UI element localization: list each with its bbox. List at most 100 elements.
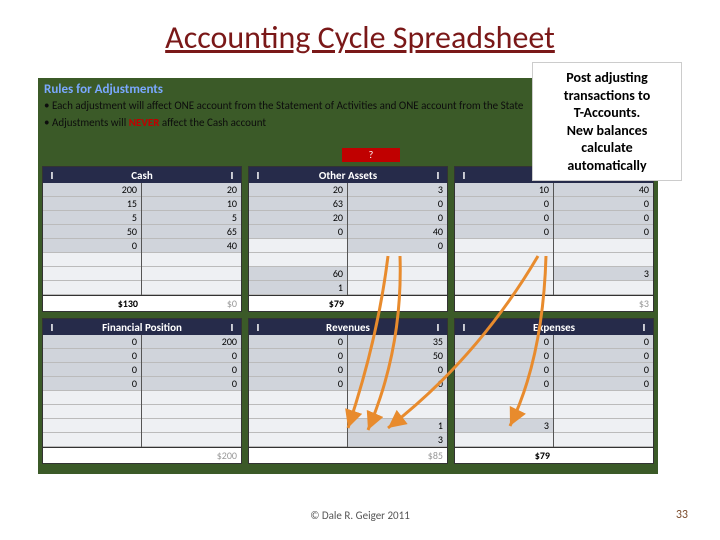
credit-cell[interactable]: 0 bbox=[348, 211, 447, 225]
credit-cell[interactable]: 40 bbox=[142, 239, 241, 253]
debit-cell[interactable] bbox=[455, 281, 553, 295]
credit-cell[interactable] bbox=[142, 281, 241, 295]
credit-cell[interactable]: 65 bbox=[142, 225, 241, 239]
debit-cell[interactable] bbox=[249, 253, 347, 267]
debit-cell[interactable] bbox=[249, 391, 347, 405]
debit-cell[interactable] bbox=[43, 419, 141, 433]
credit-cell[interactable] bbox=[142, 253, 241, 267]
credit-cell[interactable] bbox=[554, 433, 653, 447]
credit-cell[interactable]: 40 bbox=[348, 225, 447, 239]
credit-cell[interactable]: 0 bbox=[554, 197, 653, 211]
debit-cell[interactable]: 0 bbox=[455, 225, 553, 239]
debit-cell[interactable]: 0 bbox=[455, 363, 553, 377]
debit-cell[interactable]: 0 bbox=[455, 349, 553, 363]
header-indicator: I bbox=[639, 321, 649, 334]
debit-cell[interactable] bbox=[43, 281, 141, 295]
credit-cell[interactable]: 0 bbox=[142, 349, 241, 363]
debit-cell[interactable] bbox=[249, 239, 347, 253]
credit-cell[interactable]: 0 bbox=[554, 225, 653, 239]
debit-cell[interactable] bbox=[43, 391, 141, 405]
credit-cell[interactable]: 10 bbox=[142, 197, 241, 211]
credit-cell[interactable]: 0 bbox=[348, 377, 447, 391]
debit-cell[interactable] bbox=[43, 405, 141, 419]
credit-cell[interactable] bbox=[348, 405, 447, 419]
debit-cell[interactable]: 0 bbox=[249, 377, 347, 391]
t-account-header: IOther AssetsI bbox=[249, 167, 447, 183]
credit-cell[interactable] bbox=[554, 391, 653, 405]
debit-cell[interactable]: 5 bbox=[43, 211, 141, 225]
debit-cell[interactable] bbox=[249, 433, 347, 447]
credit-cell[interactable] bbox=[554, 405, 653, 419]
debit-cell[interactable] bbox=[455, 253, 553, 267]
credit-cell[interactable]: 3 bbox=[348, 183, 447, 197]
credit-cell[interactable]: 40 bbox=[554, 183, 653, 197]
debit-cell[interactable]: 60 bbox=[249, 267, 347, 281]
credit-cell[interactable] bbox=[348, 391, 447, 405]
credit-cell[interactable] bbox=[554, 253, 653, 267]
credit-cell[interactable] bbox=[554, 281, 653, 295]
credit-cell[interactable]: 3 bbox=[554, 267, 653, 281]
debit-cell[interactable] bbox=[43, 253, 141, 267]
credit-cell[interactable] bbox=[142, 267, 241, 281]
debit-cell[interactable] bbox=[455, 433, 553, 447]
credit-cell[interactable] bbox=[142, 433, 241, 447]
credit-cell[interactable]: 50 bbox=[348, 349, 447, 363]
credit-cell[interactable]: 1 bbox=[348, 419, 447, 433]
debit-cell[interactable]: 0 bbox=[249, 363, 347, 377]
credit-cell[interactable] bbox=[142, 419, 241, 433]
debit-cell[interactable]: 0 bbox=[249, 225, 347, 239]
debit-cell[interactable]: 0 bbox=[43, 239, 141, 253]
slide-title: Accounting Cycle Spreadsheet bbox=[0, 0, 720, 65]
debit-cell[interactable]: 0 bbox=[43, 377, 141, 391]
credit-cell[interactable]: 0 bbox=[554, 211, 653, 225]
debit-cell[interactable] bbox=[249, 419, 347, 433]
credit-cell[interactable]: 0 bbox=[348, 197, 447, 211]
credit-cell[interactable]: 3 bbox=[348, 433, 447, 447]
debit-cell[interactable]: 0 bbox=[249, 349, 347, 363]
credit-cell[interactable] bbox=[348, 253, 447, 267]
credit-cell[interactable]: 0 bbox=[348, 239, 447, 253]
debit-cell[interactable]: 0 bbox=[455, 197, 553, 211]
debit-cell[interactable] bbox=[455, 391, 553, 405]
credit-cell[interactable]: 20 bbox=[142, 183, 241, 197]
debit-cell[interactable] bbox=[249, 405, 347, 419]
debit-cell[interactable]: 200 bbox=[43, 183, 141, 197]
debit-cell[interactable]: 0 bbox=[455, 211, 553, 225]
credit-cell[interactable]: 5 bbox=[142, 211, 241, 225]
credit-cell[interactable] bbox=[348, 281, 447, 295]
debit-cell[interactable]: 0 bbox=[249, 335, 347, 349]
credit-cell[interactable]: 0 bbox=[348, 363, 447, 377]
debit-cell[interactable]: 0 bbox=[43, 363, 141, 377]
credit-cell[interactable]: 0 bbox=[142, 377, 241, 391]
debit-cell[interactable]: 1 bbox=[249, 281, 347, 295]
credit-cell[interactable]: 0 bbox=[142, 363, 241, 377]
debit-cell[interactable]: 20 bbox=[249, 211, 347, 225]
credit-cell[interactable] bbox=[142, 405, 241, 419]
credit-cell[interactable]: 0 bbox=[554, 363, 653, 377]
t-account: ILiabilitiesI10000400003$3 bbox=[454, 166, 654, 312]
debit-cell[interactable]: 0 bbox=[455, 335, 553, 349]
credit-cell[interactable]: 0 bbox=[554, 335, 653, 349]
debit-cell[interactable]: 10 bbox=[455, 183, 553, 197]
debit-cell[interactable]: 3 bbox=[455, 419, 553, 433]
debit-cell[interactable]: 63 bbox=[249, 197, 347, 211]
debit-cell[interactable]: 0 bbox=[455, 377, 553, 391]
debit-cell[interactable]: 50 bbox=[43, 225, 141, 239]
debit-cell[interactable] bbox=[43, 267, 141, 281]
debit-cell[interactable]: 0 bbox=[43, 335, 141, 349]
debit-cell[interactable]: 0 bbox=[43, 349, 141, 363]
debit-cell[interactable] bbox=[43, 433, 141, 447]
credit-cell[interactable]: 35 bbox=[348, 335, 447, 349]
credit-cell[interactable]: 200 bbox=[142, 335, 241, 349]
credit-cell[interactable]: 0 bbox=[554, 349, 653, 363]
credit-cell[interactable] bbox=[554, 419, 653, 433]
debit-cell[interactable]: 15 bbox=[43, 197, 141, 211]
credit-cell[interactable] bbox=[142, 391, 241, 405]
credit-cell[interactable] bbox=[348, 267, 447, 281]
credit-cell[interactable] bbox=[554, 239, 653, 253]
credit-cell[interactable]: 0 bbox=[554, 377, 653, 391]
debit-cell[interactable] bbox=[455, 239, 553, 253]
debit-cell[interactable]: 20 bbox=[249, 183, 347, 197]
debit-cell[interactable] bbox=[455, 267, 553, 281]
debit-cell[interactable] bbox=[455, 405, 553, 419]
